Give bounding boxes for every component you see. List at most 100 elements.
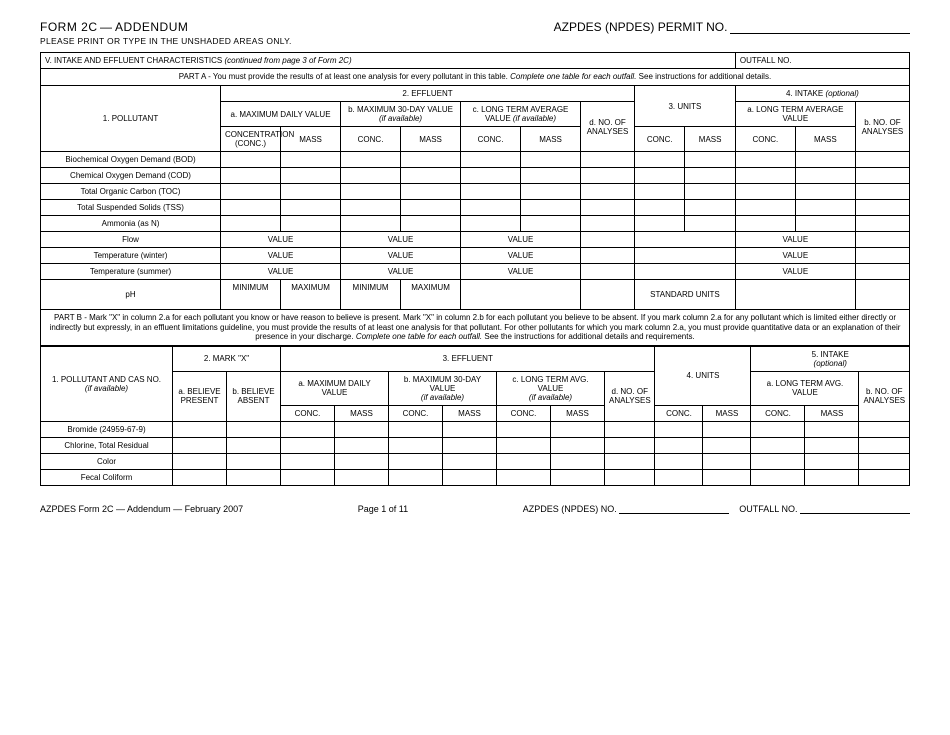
cell[interactable]: [581, 184, 635, 200]
outfall-no[interactable]: OUTFALL NO.: [735, 53, 909, 69]
cell[interactable]: [685, 216, 735, 232]
cell[interactable]: [581, 248, 635, 264]
value-label[interactable]: VALUE: [341, 248, 461, 264]
cell[interactable]: [389, 453, 443, 469]
cell[interactable]: [341, 200, 401, 216]
cell[interactable]: [859, 437, 910, 453]
cell[interactable]: [461, 184, 521, 200]
cell[interactable]: [281, 421, 335, 437]
cell[interactable]: [805, 437, 859, 453]
cell[interactable]: [735, 200, 795, 216]
value-label[interactable]: VALUE: [221, 232, 341, 248]
value-label[interactable]: VALUE: [735, 264, 855, 280]
cell[interactable]: [389, 469, 443, 485]
cell[interactable]: [389, 437, 443, 453]
cell[interactable]: [281, 453, 335, 469]
cell[interactable]: [855, 280, 909, 310]
cell[interactable]: [551, 453, 605, 469]
cell[interactable]: [551, 469, 605, 485]
value-label[interactable]: VALUE: [461, 248, 581, 264]
ph-min[interactable]: MINIMUM: [221, 280, 281, 310]
cell[interactable]: [655, 421, 703, 437]
cell[interactable]: [751, 421, 805, 437]
ph-max[interactable]: MAXIMUM: [281, 280, 341, 310]
cell[interactable]: [281, 469, 335, 485]
cell[interactable]: [703, 437, 751, 453]
cell[interactable]: [635, 216, 685, 232]
cell[interactable]: [551, 421, 605, 437]
cell[interactable]: [855, 184, 909, 200]
cell[interactable]: [581, 232, 635, 248]
cell[interactable]: [221, 152, 281, 168]
cell[interactable]: [855, 216, 909, 232]
cell[interactable]: [581, 280, 635, 310]
value-label[interactable]: VALUE: [341, 264, 461, 280]
cell[interactable]: [335, 469, 389, 485]
cell[interactable]: [735, 152, 795, 168]
cell[interactable]: [751, 469, 805, 485]
cell[interactable]: [581, 216, 635, 232]
cell[interactable]: [735, 184, 795, 200]
cell[interactable]: [521, 216, 581, 232]
value-label[interactable]: VALUE: [461, 232, 581, 248]
cell[interactable]: [855, 168, 909, 184]
cell[interactable]: [281, 200, 341, 216]
cell[interactable]: [401, 184, 461, 200]
value-label[interactable]: VALUE: [341, 232, 461, 248]
value-label[interactable]: VALUE: [221, 248, 341, 264]
cell[interactable]: [685, 168, 735, 184]
cell[interactable]: [855, 200, 909, 216]
cell[interactable]: [173, 437, 227, 453]
cell[interactable]: [703, 469, 751, 485]
cell[interactable]: [227, 469, 281, 485]
cell[interactable]: [795, 184, 855, 200]
cell[interactable]: [605, 437, 655, 453]
cell[interactable]: [443, 421, 497, 437]
value-label[interactable]: VALUE: [221, 264, 341, 280]
cell[interactable]: [401, 200, 461, 216]
cell[interactable]: [855, 232, 909, 248]
cell[interactable]: [635, 248, 736, 264]
cell[interactable]: [635, 168, 685, 184]
cell[interactable]: [497, 469, 551, 485]
cell[interactable]: [281, 152, 341, 168]
value-label[interactable]: VALUE: [461, 264, 581, 280]
cell[interactable]: [751, 437, 805, 453]
cell[interactable]: [581, 152, 635, 168]
ph-min[interactable]: MINIMUM: [341, 280, 401, 310]
cell[interactable]: [635, 232, 736, 248]
value-label[interactable]: VALUE: [735, 248, 855, 264]
cell[interactable]: [605, 469, 655, 485]
cell[interactable]: [461, 200, 521, 216]
cell[interactable]: [521, 184, 581, 200]
cell[interactable]: [221, 216, 281, 232]
cell[interactable]: [461, 216, 521, 232]
cell[interactable]: [635, 200, 685, 216]
cell[interactable]: [221, 200, 281, 216]
cell[interactable]: [221, 168, 281, 184]
cell[interactable]: [859, 469, 910, 485]
cell[interactable]: [281, 437, 335, 453]
cell[interactable]: [735, 168, 795, 184]
cell[interactable]: [497, 421, 551, 437]
cell[interactable]: [335, 437, 389, 453]
cell[interactable]: [635, 264, 736, 280]
cell[interactable]: [521, 168, 581, 184]
cell[interactable]: [443, 437, 497, 453]
cell[interactable]: [497, 437, 551, 453]
cell[interactable]: [341, 216, 401, 232]
cell[interactable]: [605, 421, 655, 437]
footer-outfall-input[interactable]: [800, 504, 910, 514]
cell[interactable]: [735, 280, 855, 310]
cell[interactable]: [795, 200, 855, 216]
cell[interactable]: [401, 152, 461, 168]
cell[interactable]: [795, 168, 855, 184]
cell[interactable]: [497, 453, 551, 469]
cell[interactable]: [227, 437, 281, 453]
cell[interactable]: [281, 216, 341, 232]
cell[interactable]: [443, 469, 497, 485]
cell[interactable]: [227, 421, 281, 437]
cell[interactable]: [795, 216, 855, 232]
cell[interactable]: [461, 152, 521, 168]
cell[interactable]: [227, 453, 281, 469]
